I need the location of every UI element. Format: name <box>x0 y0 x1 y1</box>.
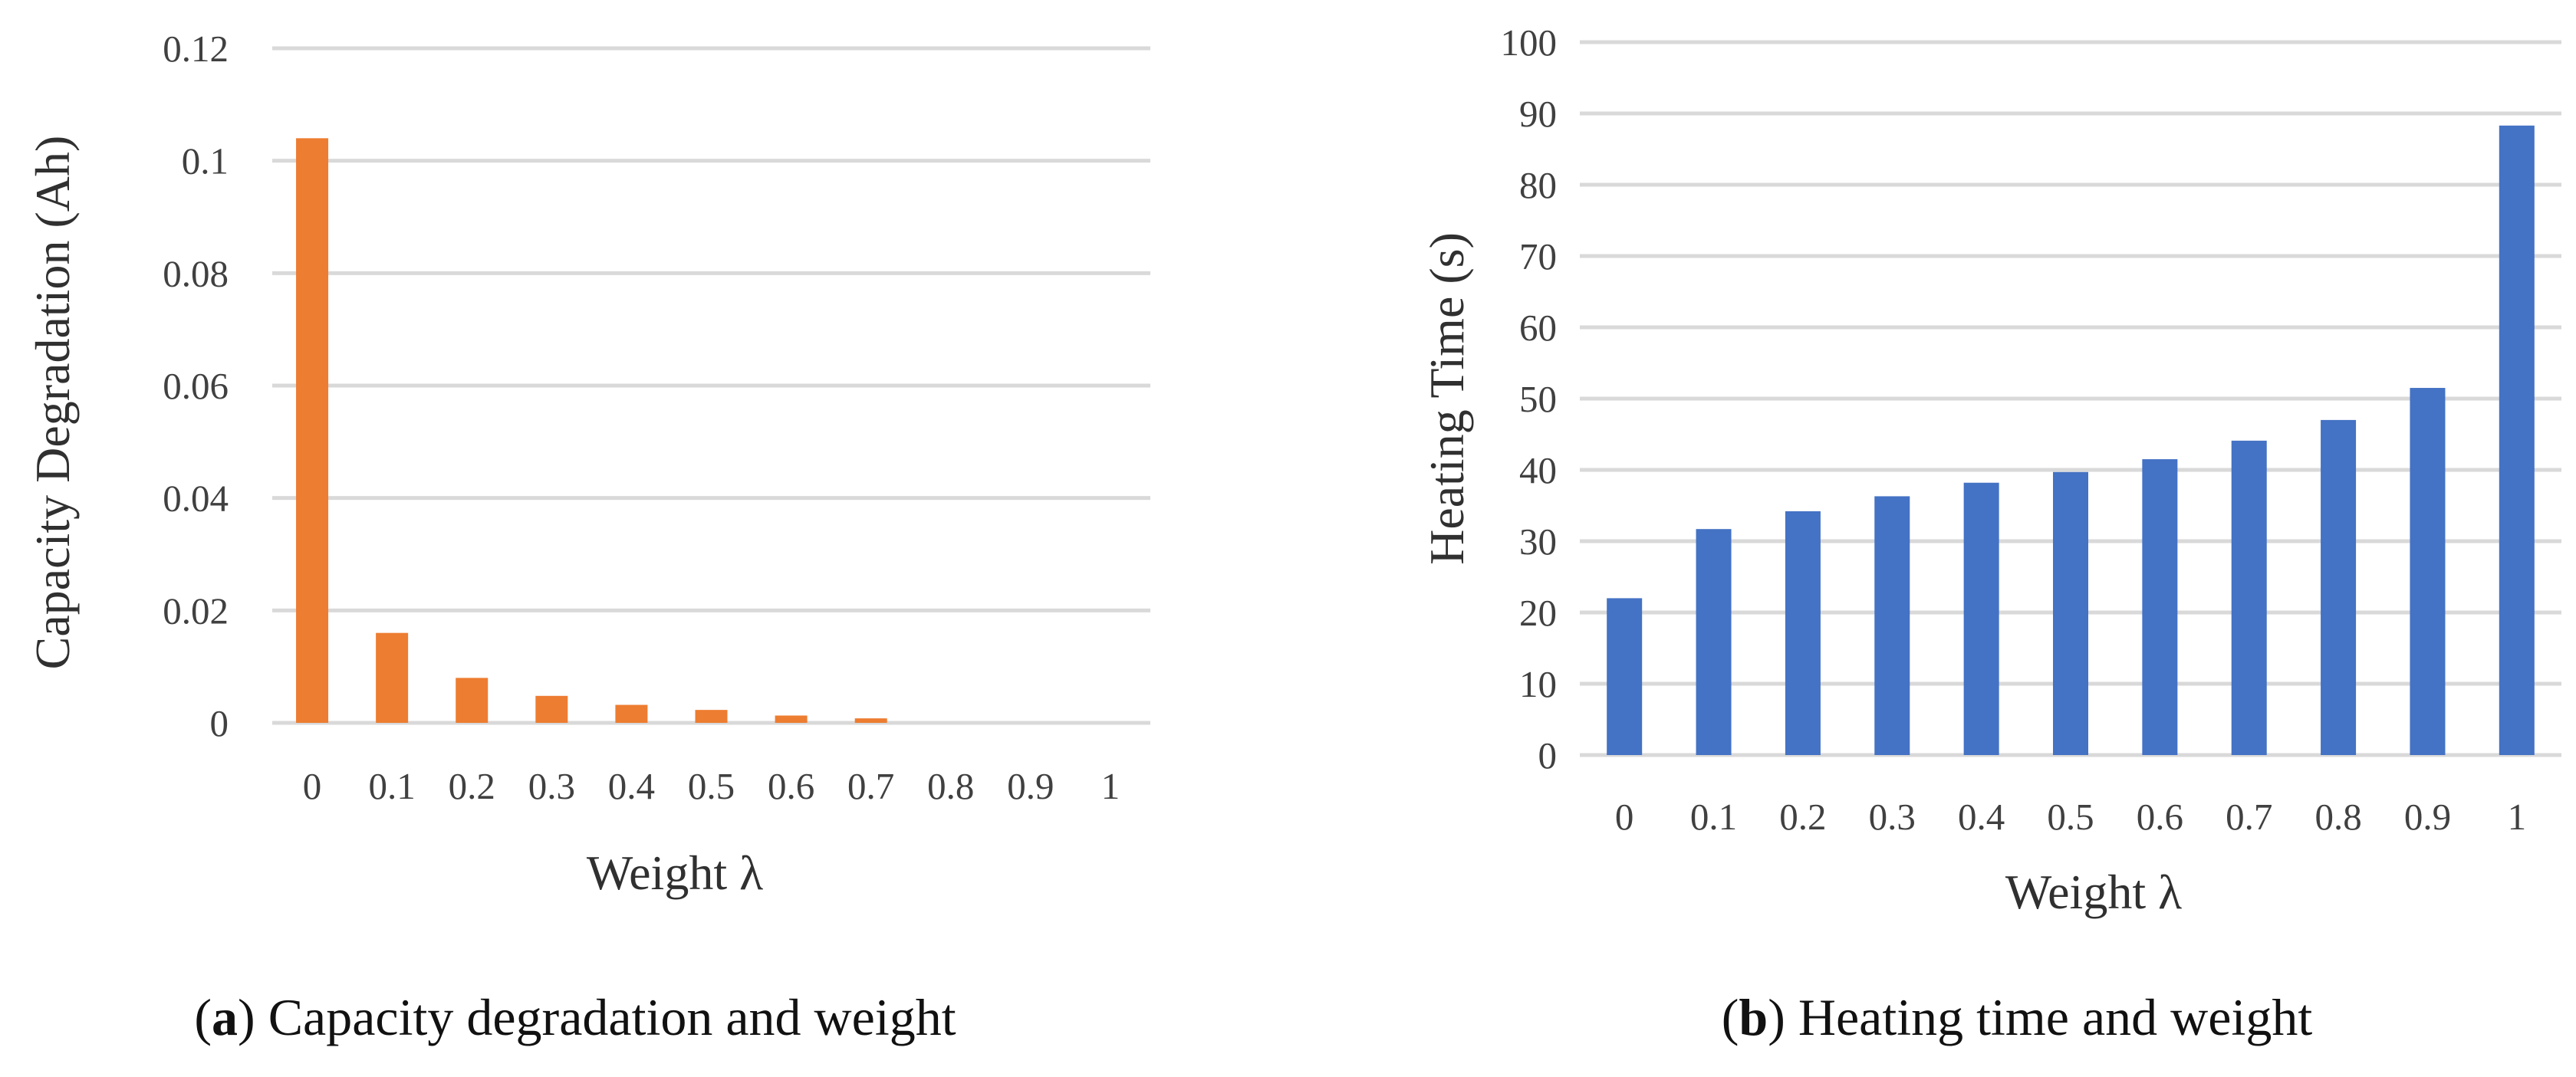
chart-a-caption: (a) Capacity degradation and weight <box>194 988 956 1046</box>
chart-b-bar <box>2231 440 2267 755</box>
chart-a-bar <box>296 138 329 724</box>
chart-b-x-tick-label: 0.2 <box>1779 796 1826 838</box>
chart-b-x-tick-label: 0.7 <box>2226 796 2272 838</box>
chart-b-bar <box>2053 471 2088 755</box>
chart-a-x-tick-label: 0.1 <box>369 765 416 807</box>
chart-a-x-tick-label: 0.5 <box>688 765 735 807</box>
chart-b-x-tick-label: 0.1 <box>1690 796 1737 838</box>
chart-b-bar <box>1963 482 1999 755</box>
chart-a-x-tick-label: 1 <box>1101 765 1120 807</box>
chart-b-x-ticks: 0 0.1 0.2 0.3 0.4 0.5 0.6 0.7 0.8 0.9 1 <box>1615 796 2526 838</box>
chart-b-x-tick-label: 0.3 <box>1869 796 1916 838</box>
chart-a-y-tick-label: 0.02 <box>163 589 229 632</box>
chart-a-x-tick-label: 0.3 <box>528 765 575 807</box>
chart-b-x-tick-label: 1 <box>2508 796 2527 838</box>
chart-a-x-tick-label: 0 <box>303 765 322 807</box>
chart-b-x-tick-label: 0 <box>1615 796 1634 838</box>
chart-b-bar <box>1874 496 1910 755</box>
chart-a-x-tick-label: 0.7 <box>847 765 894 807</box>
chart-b-bar <box>1607 598 1643 755</box>
chart-b-bars <box>1607 125 2535 755</box>
chart-a-gridlines <box>272 46 1150 725</box>
chart-a-y-tick-label: 0.04 <box>163 478 229 520</box>
chart-b-x-tick-label: 0.6 <box>2137 796 2183 838</box>
chart-b-x-tick-label: 0.9 <box>2404 796 2451 838</box>
chart-b-y-tick-label: 10 <box>1519 663 1557 705</box>
chart-b-y-tick-label: 0 <box>1538 734 1558 777</box>
chart-b-caption-text: Heating time and weight <box>1798 988 2312 1046</box>
chart-a-bar <box>695 710 728 723</box>
chart-a-y-ticks: 0 0.02 0.04 0.06 0.08 0.1 0.12 <box>163 28 229 744</box>
chart-a-y-axis-title: Capacity Degradation (Ah) <box>25 136 80 670</box>
chart-b-x-tick-label: 0.8 <box>2314 796 2361 838</box>
chart-b-bar <box>1785 511 1821 755</box>
chart-b-bar <box>2142 459 2178 755</box>
chart-a-y-tick-label: 0.12 <box>163 28 229 70</box>
chart-b-y-tick-label: 90 <box>1519 93 1557 135</box>
chart-a-bars <box>296 138 887 724</box>
chart-b-y-tick-label: 100 <box>1501 21 1558 64</box>
chart-b-bar <box>2410 388 2446 755</box>
chart-a-x-axis-title: Weight λ <box>587 846 763 900</box>
chart-a-x-tick-label: 0.9 <box>1007 765 1054 807</box>
chart-b-y-tick-label: 40 <box>1519 449 1557 491</box>
chart-b-y-tick-label: 20 <box>1519 592 1557 634</box>
chart-b-x-tick-label: 0.5 <box>2047 796 2094 838</box>
chart-b-caption-letter: b <box>1739 988 1768 1046</box>
chart-a: 0 0.02 0.04 0.06 0.08 0.1 0.12 0 0.1 0.2 0.3 0.4 0.… <box>25 28 1150 1046</box>
chart-a-y-tick-label: 0 <box>210 702 229 744</box>
chart-a-bar <box>456 678 489 723</box>
chart-b-bar <box>1696 529 1732 755</box>
chart-a-y-tick-label: 0.1 <box>182 140 229 182</box>
chart-b-x-axis-title: Weight λ <box>2005 865 2182 919</box>
chart-a-x-tick-label: 0.4 <box>608 765 655 807</box>
chart-b-bar <box>2499 125 2535 755</box>
chart-b-y-tick-label: 70 <box>1519 235 1557 277</box>
chart-b-y-ticks: 0 10 20 30 40 50 60 70 80 90 100 <box>1501 21 1558 777</box>
chart-b-gridlines <box>1580 40 2561 757</box>
chart-a-bar <box>615 704 648 723</box>
chart-b-y-tick-label: 80 <box>1519 164 1557 206</box>
chart-b-bar <box>2321 419 2357 755</box>
chart-b-y-axis-title: Heating Time (s) <box>1420 232 1474 565</box>
chart-b-y-tick-label: 50 <box>1519 378 1557 420</box>
chart-a-x-ticks: 0 0.1 0.2 0.3 0.4 0.5 0.6 0.7 0.8 0.9 1 <box>303 765 1120 807</box>
chart-a-x-tick-label: 0.2 <box>449 765 495 807</box>
chart-a-y-tick-label: 0.06 <box>163 365 229 407</box>
chart-a-bar <box>376 632 409 723</box>
chart-a-caption-text: Capacity degradation and weight <box>268 988 956 1046</box>
chart-a-caption-letter: a <box>212 988 238 1046</box>
chart-b-x-tick-label: 0.4 <box>1958 796 2005 838</box>
chart-a-bar <box>854 718 887 723</box>
chart-b-y-tick-label: 30 <box>1519 520 1557 563</box>
chart-b-caption: (b) Heating time and weight <box>1722 988 2313 1046</box>
chart-a-bar <box>775 715 808 723</box>
chart-a-y-tick-label: 0.08 <box>163 252 229 294</box>
chart-a-bar <box>535 695 568 723</box>
chart-a-x-tick-label: 0.6 <box>768 765 814 807</box>
chart-b-y-tick-label: 60 <box>1519 307 1557 349</box>
chart-a-x-tick-label: 0.8 <box>927 765 974 807</box>
